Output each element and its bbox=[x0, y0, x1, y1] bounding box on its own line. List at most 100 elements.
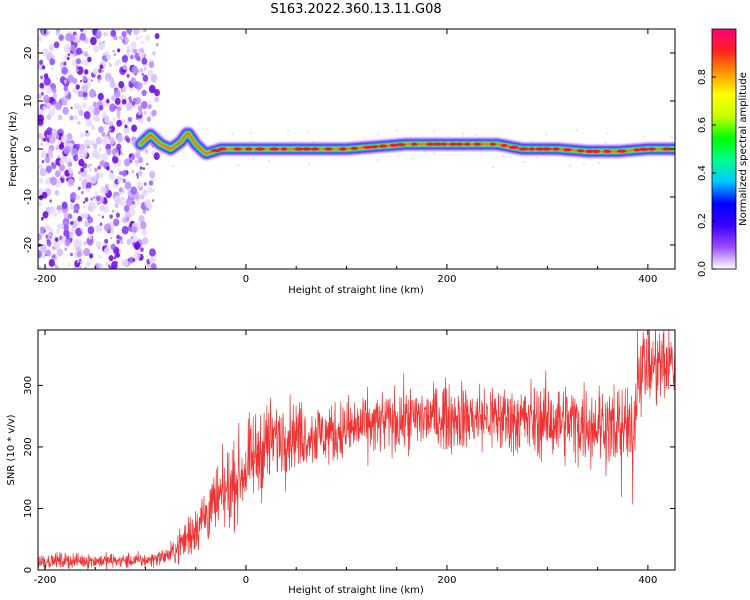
noise-blob bbox=[55, 134, 60, 140]
noise-blob bbox=[147, 104, 152, 110]
noise-blob bbox=[38, 201, 42, 207]
noise-blob bbox=[149, 100, 152, 104]
noise-blob bbox=[81, 190, 84, 195]
noise-blob bbox=[87, 165, 90, 168]
noise-blob bbox=[79, 29, 84, 32]
spectrogram-x-axis: -200 0 200 400 bbox=[34, 29, 657, 285]
noise-speck bbox=[523, 160, 526, 163]
snr-x-label: Height of straight line (km) bbox=[288, 585, 424, 596]
noise-blob bbox=[108, 255, 114, 262]
ridge-peak bbox=[338, 147, 347, 151]
noise-blob bbox=[44, 224, 51, 232]
noise-blob bbox=[112, 155, 119, 164]
ridge-peak bbox=[395, 143, 406, 147]
noise-blob bbox=[73, 203, 80, 212]
noise-blob bbox=[69, 115, 74, 121]
noise-blob bbox=[80, 59, 84, 65]
noise-blob bbox=[39, 82, 45, 89]
noise-blob bbox=[116, 59, 121, 64]
noise-blob bbox=[122, 259, 129, 268]
noise-speck bbox=[502, 154, 505, 157]
noise-blob bbox=[82, 84, 89, 93]
noise-blob bbox=[70, 106, 73, 110]
noise-blob bbox=[107, 131, 110, 135]
noise-blob bbox=[124, 37, 130, 43]
noise-blob bbox=[117, 135, 124, 143]
noise-blob bbox=[144, 149, 148, 154]
noise-speck bbox=[231, 132, 234, 135]
noise-blob bbox=[55, 170, 61, 178]
noise-blob bbox=[113, 53, 116, 56]
noise-blob bbox=[71, 217, 75, 222]
noise-blob bbox=[126, 137, 131, 143]
ridge-peak bbox=[362, 145, 373, 149]
noise-blob bbox=[105, 50, 110, 56]
noise-blob bbox=[116, 113, 121, 119]
noise-blob bbox=[40, 142, 43, 146]
noise-blob bbox=[83, 247, 91, 257]
noise-blob bbox=[126, 45, 131, 50]
noise-blob bbox=[78, 176, 83, 181]
noise-blob bbox=[76, 47, 82, 55]
ridge-peak bbox=[324, 147, 333, 151]
noise-blob bbox=[128, 96, 132, 101]
noise-blob bbox=[49, 227, 54, 233]
noise-blob bbox=[102, 40, 105, 44]
noise-blob bbox=[38, 178, 44, 184]
noise-blob bbox=[115, 261, 118, 264]
noise-blob bbox=[137, 48, 141, 52]
noise-blob bbox=[146, 202, 153, 211]
noise-blob bbox=[99, 77, 102, 81]
noise-blob bbox=[51, 162, 57, 170]
noise-blob bbox=[44, 253, 47, 257]
noise-blob bbox=[62, 106, 69, 115]
noise-blob bbox=[39, 226, 45, 233]
noise-blob bbox=[116, 239, 120, 245]
noise-blob bbox=[106, 166, 110, 171]
noise-blob bbox=[105, 261, 109, 266]
noise-blob bbox=[111, 209, 115, 213]
noise-blob bbox=[75, 239, 83, 248]
noise-blob bbox=[61, 174, 65, 179]
noise-blob bbox=[46, 142, 49, 146]
ridge-peak bbox=[585, 149, 595, 153]
noise-blob bbox=[92, 101, 98, 108]
ridge-peak bbox=[255, 147, 265, 151]
noise-speck bbox=[433, 151, 436, 154]
spectrogram-x-tick-label: 0 bbox=[243, 274, 249, 285]
noise-blob bbox=[148, 257, 154, 264]
noise-blob bbox=[80, 227, 84, 232]
noise-blob bbox=[139, 34, 143, 39]
noise-blob bbox=[109, 214, 113, 219]
noise-blob bbox=[111, 36, 115, 40]
spectrogram-y-axis: -20 -10 0 10 20 bbox=[23, 47, 675, 253]
noise-blob bbox=[63, 145, 71, 155]
noise-blob bbox=[131, 169, 135, 174]
noise-blob bbox=[88, 234, 93, 240]
noise-blob bbox=[67, 178, 75, 187]
noise-blob bbox=[42, 105, 47, 111]
noise-blob bbox=[126, 238, 132, 245]
ridge-peak bbox=[440, 142, 448, 146]
noise-blob bbox=[55, 30, 60, 36]
noise-blob bbox=[141, 100, 148, 110]
noise-blob bbox=[49, 176, 57, 186]
noise-blob bbox=[104, 133, 108, 138]
noise-blob bbox=[109, 80, 116, 89]
noise-speck bbox=[267, 160, 270, 163]
noise-blob bbox=[49, 47, 53, 50]
noise-blob bbox=[45, 178, 51, 185]
noise-blob bbox=[151, 189, 155, 193]
noise-blob bbox=[85, 261, 91, 268]
noise-blob bbox=[83, 212, 89, 219]
noise-blob bbox=[82, 185, 85, 190]
noise-blob bbox=[135, 116, 139, 120]
noise-blob bbox=[52, 88, 57, 94]
noise-blob bbox=[148, 84, 156, 94]
ridge-peak bbox=[552, 147, 560, 151]
noise-blob bbox=[70, 44, 76, 52]
colorbar-tick-label: 0.0 bbox=[697, 261, 708, 277]
noise-blob bbox=[80, 79, 83, 83]
noise-blob bbox=[98, 147, 103, 152]
noise-blob bbox=[151, 199, 155, 203]
